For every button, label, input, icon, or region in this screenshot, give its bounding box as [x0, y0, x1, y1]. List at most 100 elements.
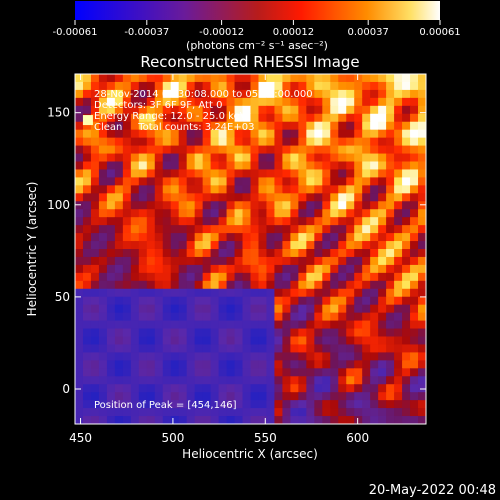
heatmap-cell [306, 400, 315, 409]
heatmap-cell [154, 217, 164, 226]
heatmap-cell [378, 74, 387, 83]
heatmap-cell [82, 280, 92, 290]
heatmap-cell [290, 145, 299, 155]
heatmap-cell [274, 352, 284, 361]
heatmap-cell [418, 193, 426, 202]
heatmap-cell [218, 400, 228, 409]
heatmap-cell [378, 392, 387, 401]
heatmap-cell [114, 376, 124, 385]
heatmap-cell [154, 225, 164, 234]
heatmap-cell [346, 129, 355, 139]
heatmap-cell [202, 169, 212, 178]
heatmap-cell [378, 296, 387, 306]
heatmap-cell [306, 153, 315, 163]
heatmap-cell [354, 264, 363, 274]
heatmap-cell [202, 105, 212, 115]
heatmap-cell [154, 105, 164, 115]
heatmap-cell [386, 113, 395, 123]
heatmap-cell [354, 105, 363, 115]
heatmap-cell [138, 392, 148, 401]
heatmap-cell [90, 217, 100, 226]
heatmap-cell [370, 296, 379, 306]
heatmap-cell [394, 280, 403, 290]
heatmap-cell [386, 320, 395, 330]
heatmap-cell [98, 74, 108, 83]
heatmap-cell [130, 201, 140, 210]
heatmap-cell [106, 113, 116, 123]
annotation-clean-counts: Clean Total counts: 3.24E+03 [94, 122, 254, 133]
heatmap-cell [202, 81, 212, 91]
heatmap-cell [354, 89, 363, 99]
heatmap-cell [322, 376, 331, 385]
heatmap-cell [75, 272, 84, 282]
heatmap-cell [226, 320, 236, 330]
heatmap-cell [282, 360, 291, 369]
heatmap-cell [250, 344, 260, 353]
heatmap-cell [418, 145, 426, 155]
heatmap-cell [306, 296, 315, 306]
heatmap-cell [274, 81, 284, 91]
heatmap-cell [194, 105, 204, 115]
heatmap-cell [98, 249, 108, 258]
heatmap-cell [290, 288, 299, 298]
heatmap-cell [250, 336, 260, 346]
heatmap-cell [370, 97, 379, 107]
heatmap-cell [218, 312, 228, 322]
heatmap-cell [106, 185, 116, 194]
heatmap-cell [418, 304, 426, 314]
heatmap-cell [186, 320, 196, 330]
heatmap-cell [386, 137, 395, 147]
heatmap-cell [154, 344, 164, 353]
heatmap-cell [210, 169, 220, 178]
heatmap-cell [298, 137, 307, 147]
heatmap-cell [266, 113, 276, 123]
heatmap-cell [114, 74, 124, 83]
heatmap-cell [218, 320, 228, 330]
heatmap-cell [338, 209, 347, 218]
heatmap-cell [370, 328, 379, 338]
heatmap-cell [146, 74, 156, 83]
heatmap-cell [82, 121, 92, 131]
heatmap-cell [266, 81, 276, 91]
heatmap-cell [354, 121, 363, 131]
heatmap-cell [290, 272, 299, 282]
heatmap-cell [194, 249, 204, 258]
heatmap-cell [266, 328, 276, 338]
heatmap-cell [258, 113, 268, 123]
heatmap-cell [82, 97, 92, 107]
heatmap-cell [194, 304, 204, 314]
heatmap-cell [282, 376, 291, 385]
heatmap-cell [274, 225, 284, 234]
heatmap-cell [290, 376, 299, 385]
heatmap-cell [75, 249, 84, 258]
heatmap-cell [258, 400, 268, 409]
heatmap-cell [322, 368, 331, 377]
heatmap-cell [258, 145, 268, 155]
heatmap-cell [330, 89, 339, 99]
heatmap-cell [75, 97, 84, 107]
heatmap-cell [378, 400, 387, 409]
heatmap-cell [290, 400, 299, 409]
heatmap-cell [394, 209, 403, 218]
heatmap-cell [378, 288, 387, 298]
heatmap-cell [114, 241, 124, 250]
heatmap-cell [98, 161, 108, 171]
heatmap-cell [226, 105, 236, 115]
heatmap-cell [418, 201, 426, 210]
heatmap-cell [98, 312, 108, 322]
heatmap-cell [170, 392, 180, 401]
heatmap-cell [370, 89, 379, 99]
heatmap-cell [290, 264, 299, 274]
heatmap-cell [138, 89, 148, 99]
heatmap-cell [410, 288, 419, 298]
heatmap-cell [322, 97, 331, 107]
heatmap-cell [378, 169, 387, 178]
heatmap-cell [194, 368, 204, 377]
heatmap-cell [418, 328, 426, 338]
heatmap-cell [146, 97, 156, 107]
heatmap-cell [362, 201, 371, 210]
heatmap-cell [122, 312, 132, 322]
heatmap-cell [330, 264, 339, 274]
heatmap-cell [82, 256, 92, 266]
heatmap-cell [346, 352, 355, 361]
